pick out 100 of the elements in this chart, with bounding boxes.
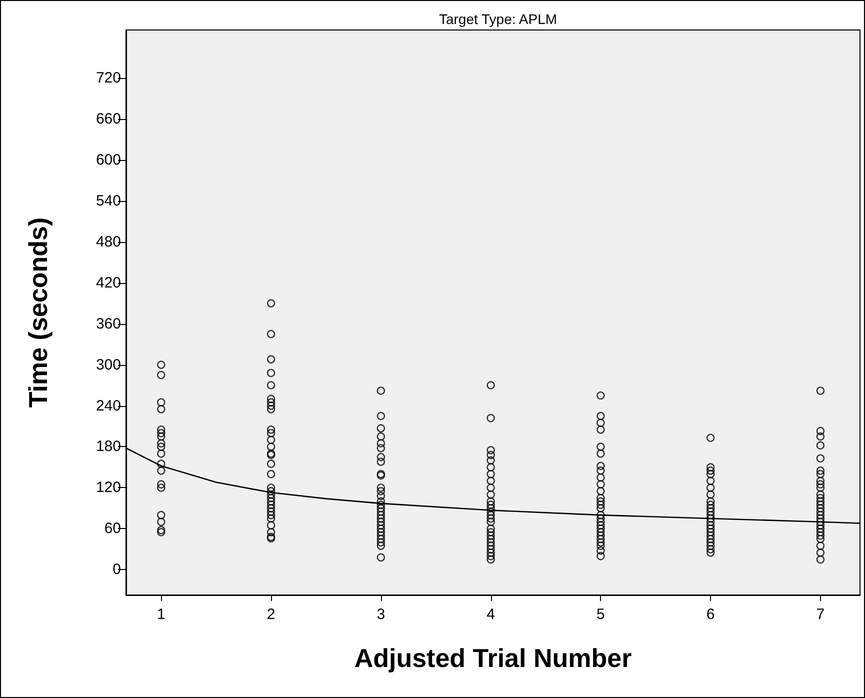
point bbox=[816, 484, 825, 492]
point bbox=[596, 528, 605, 536]
point bbox=[816, 476, 825, 486]
point bbox=[486, 545, 495, 554]
point bbox=[486, 508, 495, 516]
point bbox=[266, 484, 276, 492]
point bbox=[816, 504, 825, 512]
point bbox=[816, 524, 825, 533]
point bbox=[376, 386, 386, 395]
point bbox=[816, 432, 825, 441]
y-tick-label: 720 bbox=[96, 69, 121, 86]
point bbox=[596, 510, 605, 520]
point bbox=[157, 439, 166, 448]
point bbox=[816, 494, 825, 502]
point bbox=[816, 508, 825, 516]
point bbox=[486, 490, 495, 499]
point bbox=[376, 534, 386, 544]
x-tick-label: 6 bbox=[706, 606, 715, 623]
point bbox=[157, 428, 166, 438]
y-tick-label: 240 bbox=[96, 397, 121, 414]
point bbox=[266, 494, 276, 502]
point bbox=[157, 528, 166, 536]
point bbox=[157, 510, 166, 520]
point bbox=[596, 480, 605, 488]
point bbox=[596, 552, 605, 560]
point bbox=[266, 500, 276, 509]
point bbox=[706, 545, 715, 554]
point bbox=[706, 531, 715, 540]
point bbox=[376, 412, 386, 420]
point bbox=[376, 432, 386, 441]
point bbox=[266, 426, 276, 434]
point bbox=[486, 552, 495, 560]
point bbox=[596, 531, 605, 540]
point bbox=[266, 504, 276, 512]
point bbox=[157, 466, 166, 475]
point bbox=[706, 463, 715, 472]
point bbox=[157, 480, 166, 488]
point bbox=[486, 414, 495, 422]
y-tick-label: 600 bbox=[96, 151, 121, 168]
point bbox=[266, 510, 276, 520]
point bbox=[596, 521, 605, 530]
point bbox=[376, 492, 386, 500]
point bbox=[266, 508, 276, 516]
point bbox=[157, 442, 166, 451]
point bbox=[706, 510, 715, 520]
point bbox=[266, 405, 276, 414]
point bbox=[157, 518, 166, 526]
point bbox=[486, 456, 495, 465]
point bbox=[706, 538, 715, 546]
point bbox=[706, 466, 715, 475]
point bbox=[157, 360, 166, 369]
point bbox=[706, 484, 715, 492]
point bbox=[486, 514, 495, 523]
point bbox=[266, 490, 276, 499]
point bbox=[706, 514, 715, 523]
point bbox=[376, 521, 386, 530]
y-tick-label: 480 bbox=[96, 233, 121, 250]
point bbox=[816, 500, 825, 509]
point bbox=[706, 497, 715, 506]
point bbox=[816, 518, 825, 526]
point bbox=[486, 463, 495, 472]
point bbox=[596, 518, 605, 526]
point bbox=[816, 555, 825, 564]
point bbox=[596, 500, 605, 509]
point bbox=[486, 476, 495, 486]
point bbox=[266, 521, 276, 530]
point bbox=[157, 405, 166, 414]
point bbox=[706, 490, 715, 499]
point bbox=[486, 548, 495, 557]
point bbox=[596, 534, 605, 544]
point bbox=[706, 434, 715, 442]
point bbox=[816, 510, 825, 520]
point bbox=[266, 381, 276, 390]
point bbox=[596, 473, 605, 482]
point bbox=[266, 487, 276, 496]
point bbox=[266, 398, 276, 406]
point bbox=[157, 426, 166, 434]
point bbox=[266, 436, 276, 444]
point bbox=[376, 508, 386, 516]
point bbox=[486, 450, 495, 460]
point bbox=[596, 418, 605, 427]
point bbox=[157, 370, 166, 380]
point bbox=[596, 466, 605, 475]
point bbox=[706, 528, 715, 536]
point bbox=[486, 497, 495, 506]
point bbox=[266, 514, 276, 523]
point bbox=[816, 454, 825, 462]
point bbox=[816, 528, 825, 536]
point bbox=[486, 381, 495, 390]
point bbox=[596, 538, 605, 546]
point bbox=[157, 484, 166, 492]
x-tick-label: 3 bbox=[376, 606, 386, 623]
chart-title: Target Type: APLM bbox=[438, 11, 558, 27]
point bbox=[266, 299, 276, 308]
x-tick-label: 5 bbox=[596, 606, 605, 623]
point bbox=[266, 330, 276, 338]
point bbox=[706, 508, 715, 516]
point bbox=[816, 441, 825, 450]
point bbox=[486, 555, 495, 564]
point bbox=[706, 470, 715, 478]
